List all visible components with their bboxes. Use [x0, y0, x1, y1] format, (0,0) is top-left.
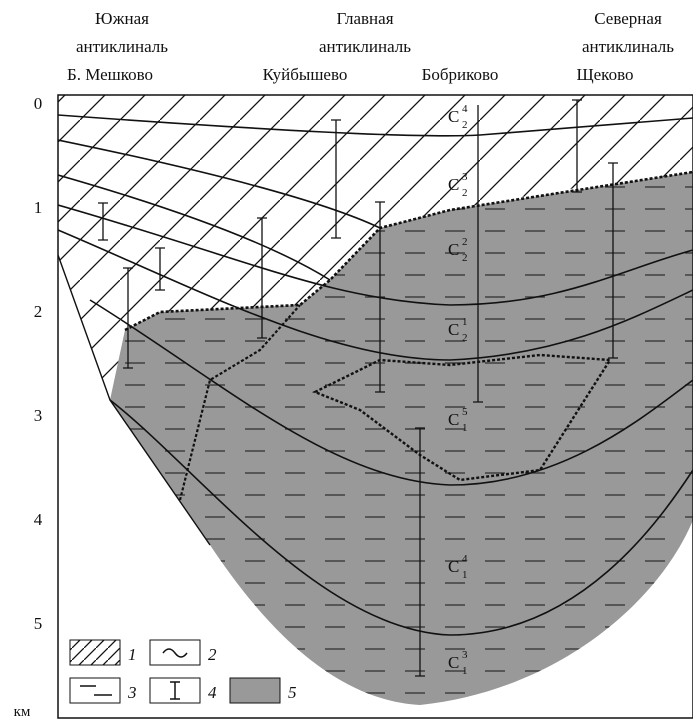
- legend-label: 5: [288, 683, 297, 702]
- legend: 1 2 3 4 5: [70, 640, 297, 703]
- layer-sup: 3: [462, 649, 468, 661]
- layer-sub: 2: [462, 332, 468, 344]
- legend-label: 4: [208, 683, 217, 702]
- layer-sup: 5: [462, 406, 468, 418]
- section: [58, 95, 693, 705]
- anticline-label: Южная: [95, 9, 149, 28]
- layer-base: C: [448, 320, 459, 339]
- layer-base: C: [448, 240, 459, 259]
- layer-base: C: [448, 107, 459, 126]
- layer-sup: 2: [462, 236, 468, 248]
- depth-tick-label: 4: [34, 510, 43, 529]
- section-diagram: Южная антиклиналь Главная антиклиналь Северн…: [0, 0, 693, 720]
- layer-sup: 4: [462, 553, 468, 565]
- anticline-label: Северная: [594, 9, 662, 28]
- layer-base: C: [448, 175, 459, 194]
- layer-sub: 1: [462, 665, 468, 677]
- layer-sup: 4: [462, 103, 468, 115]
- anticline-label: антиклиналь: [76, 37, 168, 56]
- place-label: Бобриково: [422, 65, 499, 84]
- anticline-label: антиклиналь: [319, 37, 411, 56]
- legend-label: 1: [128, 645, 137, 664]
- layer-sub: 1: [462, 422, 468, 434]
- layer-sup: 3: [462, 171, 468, 183]
- layer-base: C: [448, 557, 459, 576]
- legend-label: 2: [208, 645, 217, 664]
- depth-unit: км: [14, 704, 31, 720]
- layer-sub: 2: [462, 187, 468, 199]
- depth-tick-label: 0: [34, 94, 43, 113]
- layer-base: C: [448, 653, 459, 672]
- layer-sub: 2: [462, 252, 468, 264]
- header: Южная антиклиналь Главная антиклиналь Северн…: [67, 9, 674, 84]
- layer-sub: 2: [462, 119, 468, 131]
- depth-tick-label: 5: [34, 614, 43, 633]
- anticline-label: Главная: [336, 9, 393, 28]
- layer-base: C: [448, 410, 459, 429]
- place-label: Куйбышево: [263, 65, 348, 84]
- place-label: Щеково: [576, 65, 633, 84]
- depth-tick-label: 2: [34, 302, 43, 321]
- depth-tick-label: 1: [34, 198, 43, 217]
- layer-sub: 1: [462, 569, 468, 581]
- legend-label: 3: [127, 683, 137, 702]
- depth-tick-label: 3: [34, 406, 43, 425]
- layer-sup: 1: [462, 316, 468, 328]
- place-label: Б. Мешково: [67, 65, 153, 84]
- depth-axis: 0 1 2 3 4 5 км: [14, 94, 43, 720]
- anticline-label: антиклиналь: [582, 37, 674, 56]
